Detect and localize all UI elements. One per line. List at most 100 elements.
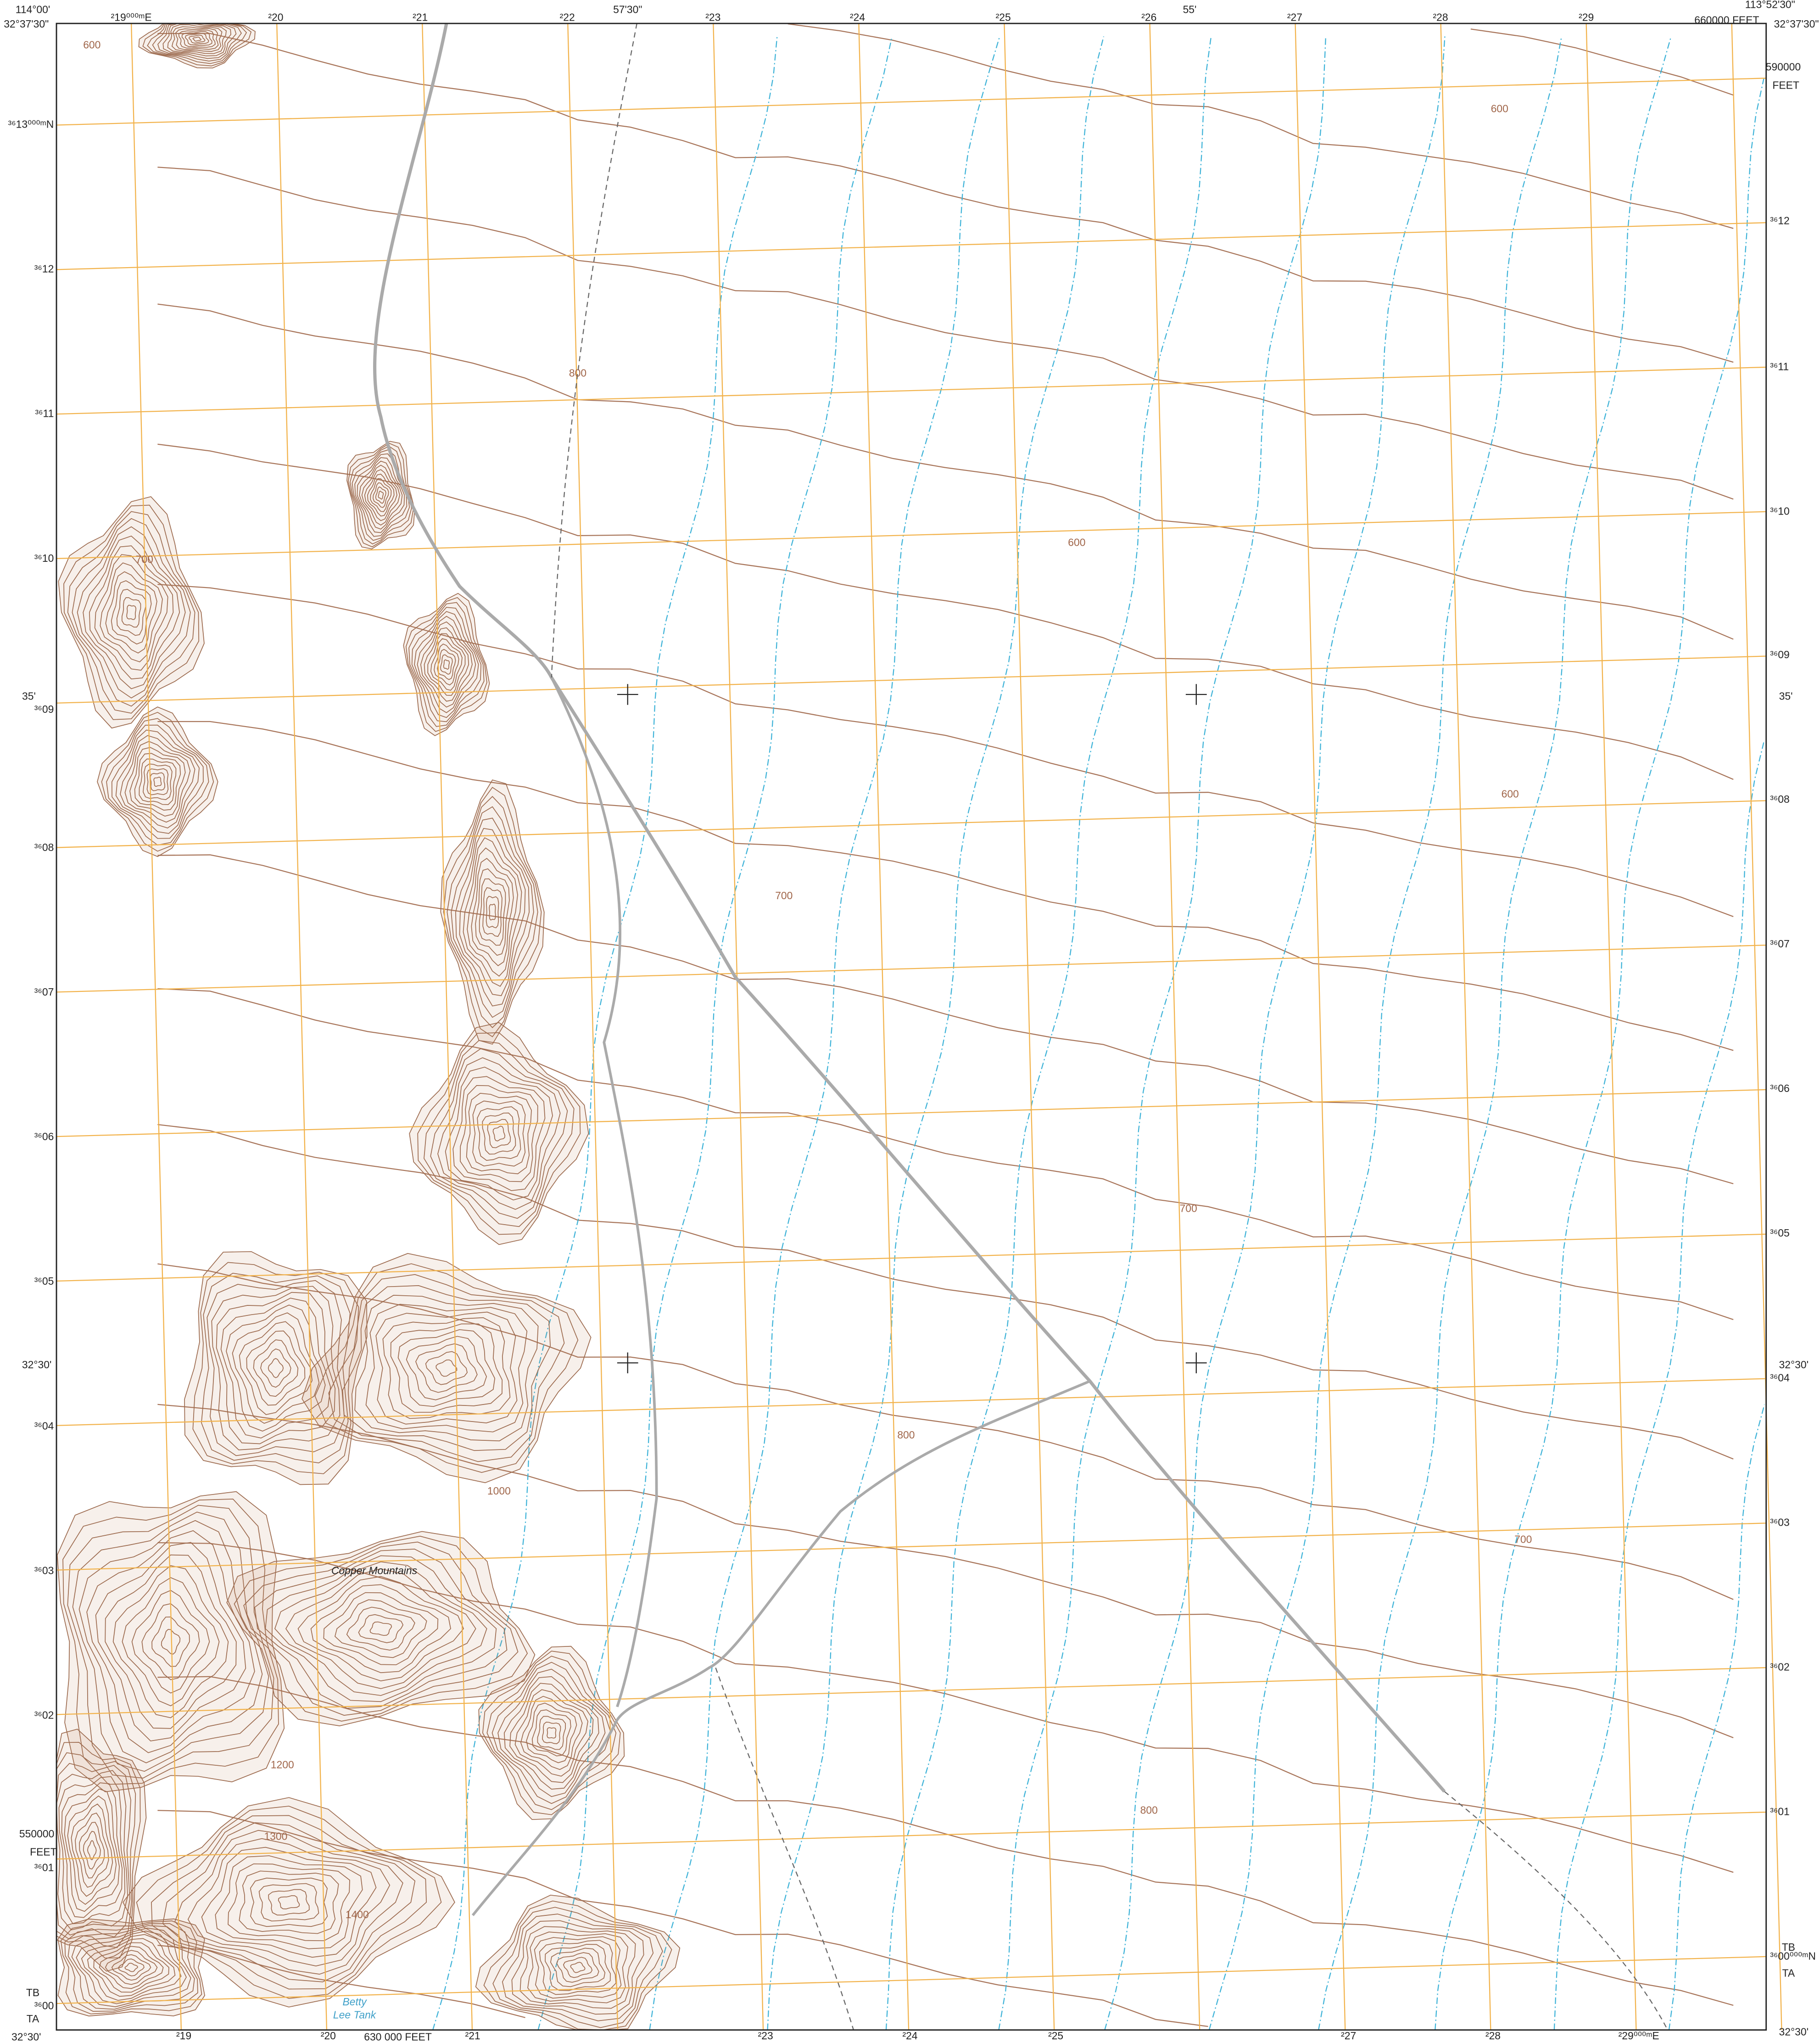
- mountain-contour: [482, 1112, 516, 1155]
- mountain-contour: [509, 1683, 594, 1783]
- mountain-contour: [487, 1119, 511, 1148]
- easting-label: ²25: [1048, 2030, 1063, 2042]
- mountain-contour: [424, 1040, 575, 1227]
- mountain-contour: [258, 1883, 319, 1922]
- mountain-contour: [411, 607, 482, 722]
- mountain-contour: [253, 1339, 299, 1397]
- mountain-contour: [153, 777, 162, 787]
- mountain-contour: [250, 1877, 328, 1927]
- mountain-contour: [430, 638, 463, 691]
- easting-label: ²23: [705, 11, 720, 23]
- mountain-contour: [437, 1057, 561, 1210]
- mountain-contour: [226, 1304, 326, 1432]
- mountain-contour: [72, 1511, 269, 1772]
- contour-label: 700: [1514, 1533, 1532, 1545]
- mountain-contour: [492, 1125, 506, 1142]
- mountain-contour: [314, 1263, 579, 1473]
- contour-label: 1200: [271, 1758, 294, 1770]
- northing-label: ³⁶04: [34, 1420, 54, 1432]
- mountain-contour: [420, 621, 473, 708]
- stream: [767, 36, 1105, 2030]
- easting-label: ²22: [560, 11, 575, 23]
- contour-label: 700: [136, 554, 153, 565]
- mountain-contour: [171, 26, 223, 52]
- mountain-contour: [427, 633, 466, 696]
- utm-grid-line: [56, 222, 1766, 270]
- easting-label: ²29⁰⁰⁰ᵐE: [1619, 2030, 1659, 2042]
- mountain-contour: [201, 1273, 351, 1464]
- northing-label: ³⁶05: [1770, 1227, 1790, 1239]
- contour-line: [157, 584, 1734, 918]
- mountain-contour: [455, 817, 530, 1007]
- trail: [715, 1668, 854, 2030]
- mountain-contour: [310, 1584, 451, 1674]
- mountain-contour: [435, 1359, 458, 1377]
- mountain-contour: [378, 490, 384, 500]
- northing-label: ³⁶10: [34, 552, 54, 564]
- northing-label: ³⁶07: [1770, 938, 1790, 950]
- mountain-contour: [120, 735, 195, 828]
- mountain-contour: [328, 1274, 565, 1462]
- trail: [1444, 1791, 1669, 2031]
- margin-label: TB: [26, 1987, 39, 1998]
- mountain-contour: [482, 887, 502, 937]
- mountain-contour: [430, 1048, 568, 1219]
- northing-label: ³⁶03: [34, 1564, 54, 1576]
- mountain-contour: [367, 474, 395, 517]
- northing-label: ³⁶11: [35, 408, 54, 420]
- contour-line: [157, 854, 1734, 1185]
- mountain-contour: [178, 29, 216, 49]
- mountain-contour: [116, 589, 146, 636]
- mountain-contour: [211, 1286, 341, 1450]
- mountain-contour: [61, 1782, 123, 1918]
- mountain-contour: [260, 1348, 291, 1388]
- contour-line: [157, 1810, 1208, 2027]
- mountain-contour: [520, 1696, 583, 1770]
- mountain-contour: [323, 1592, 439, 1665]
- mountain-contour: [478, 1646, 625, 1820]
- northing-label: ³⁶09: [1770, 649, 1790, 660]
- mountain-contour: [397, 1329, 496, 1407]
- mountain-contour: [415, 1343, 478, 1393]
- mountain-contour: [136, 1806, 442, 1999]
- contour-line: [157, 1944, 525, 2018]
- contour-line: [157, 1542, 1734, 1873]
- easting-label: ²19: [176, 2030, 191, 2042]
- mountain-contour: [105, 1950, 158, 1985]
- margin-label: FEET: [30, 1846, 57, 1858]
- utm-grid-line: [56, 1522, 1766, 1571]
- mountain-contour: [301, 1253, 592, 1483]
- margin-label: 32°30': [1779, 2026, 1809, 2037]
- mountain-contour: [239, 1870, 339, 1934]
- mountain-contour: [492, 1907, 663, 2028]
- contour-line: [787, 23, 1734, 229]
- mountain-contour: [268, 1358, 284, 1378]
- place-name: Betty: [343, 1996, 368, 2008]
- mountain-contour: [440, 654, 453, 675]
- mountain-contour: [192, 36, 202, 42]
- utm-grid-line: [56, 800, 1766, 848]
- mountain-contour: [58, 1776, 125, 1925]
- mountain-contour: [234, 1535, 528, 1722]
- easting-label: ²21: [465, 2030, 480, 2042]
- mountain-contour: [112, 1565, 229, 1718]
- mountain-contour: [75, 1812, 109, 1888]
- northing-label: ³⁶01: [1770, 1806, 1790, 1818]
- contour-label: 1000: [487, 1485, 511, 1497]
- mountain-contour: [472, 1100, 526, 1167]
- contour-label: 1300: [264, 1830, 287, 1842]
- mountain-contour: [67, 1505, 274, 1779]
- northing-label: ³⁶00⁰⁰⁰ᵐN: [1770, 1950, 1816, 1962]
- mountain-contour: [174, 1830, 403, 1975]
- mountain-contour: [121, 597, 141, 628]
- margin-label: 660000 FEET: [1694, 14, 1759, 26]
- mountain-contour: [207, 1280, 345, 1456]
- contour-line: [157, 1263, 1734, 1600]
- mountain-contour: [184, 1251, 368, 1485]
- contour-line: [157, 303, 1734, 640]
- northing-label: ³⁶11: [1770, 361, 1789, 373]
- mountain-contour: [417, 616, 476, 713]
- road: [373, 23, 1446, 1793]
- mountain-contour: [482, 1651, 621, 1815]
